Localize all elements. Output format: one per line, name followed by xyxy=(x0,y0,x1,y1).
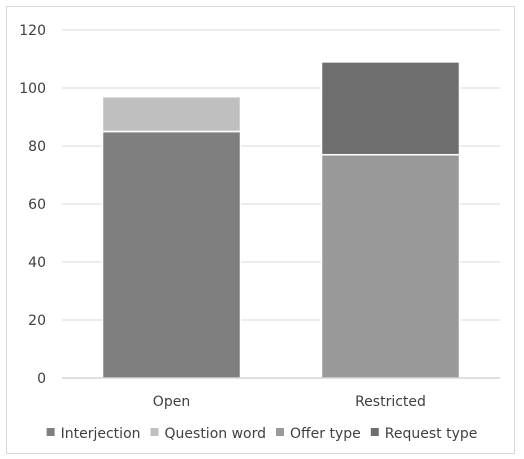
bar-open-question-word xyxy=(101,95,242,133)
y-tick-label: 100 xyxy=(19,81,46,97)
x-tick-label: Restricted xyxy=(355,394,426,410)
y-tick-label: 40 xyxy=(28,255,46,271)
legend-swatch xyxy=(276,428,285,436)
y-tick-label: 60 xyxy=(28,197,46,213)
legend-label: Interjection xyxy=(61,426,141,442)
y-tick-label: 0 xyxy=(37,371,46,387)
legend-swatch xyxy=(150,428,159,436)
bars xyxy=(62,61,500,379)
y-tick-label: 120 xyxy=(19,23,46,39)
y-axis-ticks: 0 20 40 60 80 100 120 xyxy=(19,23,46,387)
x-tick-label: Open xyxy=(153,394,190,410)
bar-restricted-request-type xyxy=(320,61,461,156)
bar-open-interjection xyxy=(101,130,242,379)
y-tick-label: 80 xyxy=(28,139,46,155)
x-axis-ticks: Open Restricted xyxy=(153,394,426,410)
legend-label: Offer type xyxy=(290,426,361,442)
bar-restricted-offer-type xyxy=(320,153,461,379)
legend: Interjection Question word Offer type Reque… xyxy=(46,426,478,442)
legend-label: Request type xyxy=(385,426,478,442)
legend-swatch xyxy=(46,428,55,436)
legend-label: Question word xyxy=(165,426,266,442)
legend-swatch xyxy=(370,428,379,436)
y-tick-label: 20 xyxy=(28,313,46,329)
